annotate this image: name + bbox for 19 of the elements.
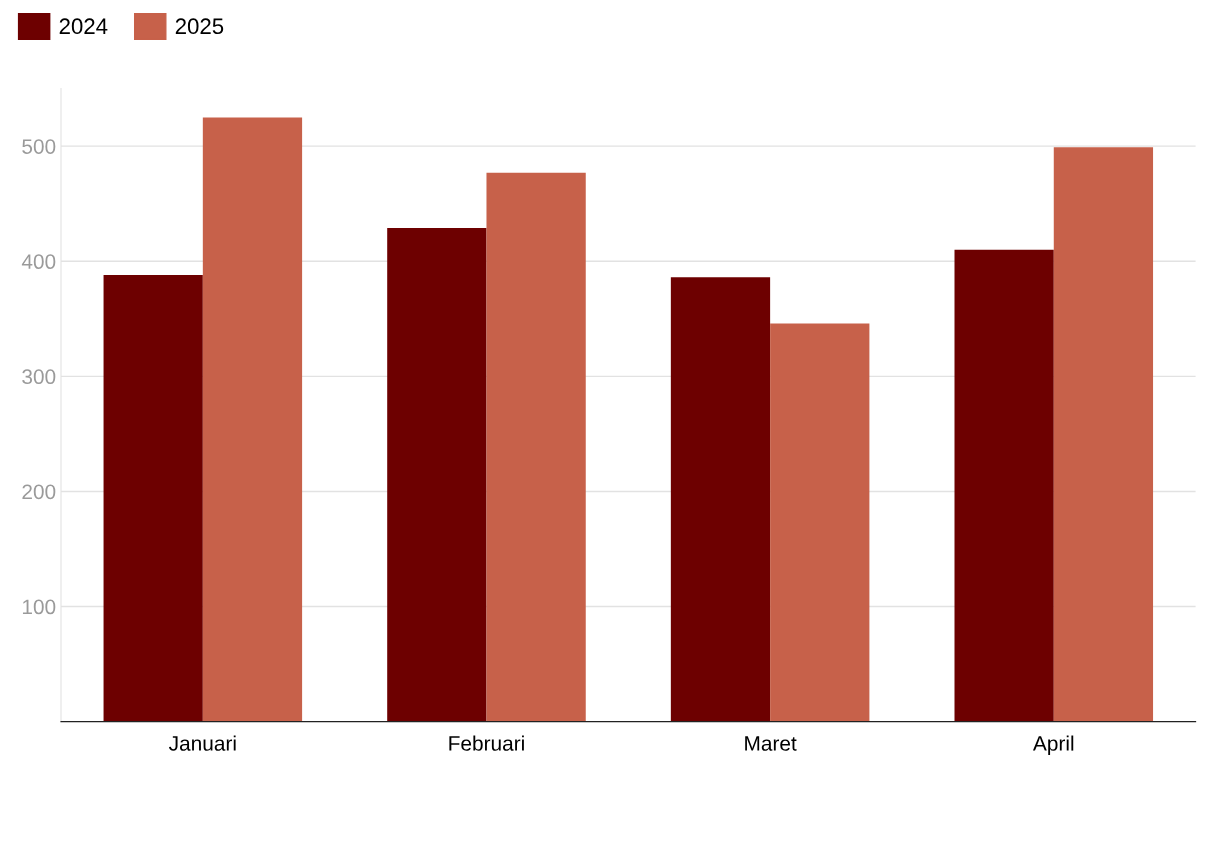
bar [670, 277, 771, 722]
bar [954, 249, 1054, 722]
bar [1053, 147, 1154, 722]
legend-label: 2025 [175, 18, 224, 35]
y-tick-label: 300 [22, 369, 56, 385]
x-tick-label: Maret [745, 736, 797, 751]
y-tick-label: 200 [22, 484, 56, 500]
bar [770, 323, 870, 722]
bar [103, 275, 203, 722]
x-tick-label: Februari [449, 735, 524, 751]
y-tick-label: 500 [22, 139, 56, 154]
bar [387, 227, 487, 722]
bar [202, 117, 303, 722]
legend-label: 2024 [59, 18, 108, 35]
bar [486, 172, 586, 722]
y-tick-label: 100 [22, 599, 56, 615]
x-tick-label: April [1032, 735, 1074, 755]
x-tick-label: Januari [168, 735, 236, 751]
y-tick-label: 400 [21, 254, 56, 270]
